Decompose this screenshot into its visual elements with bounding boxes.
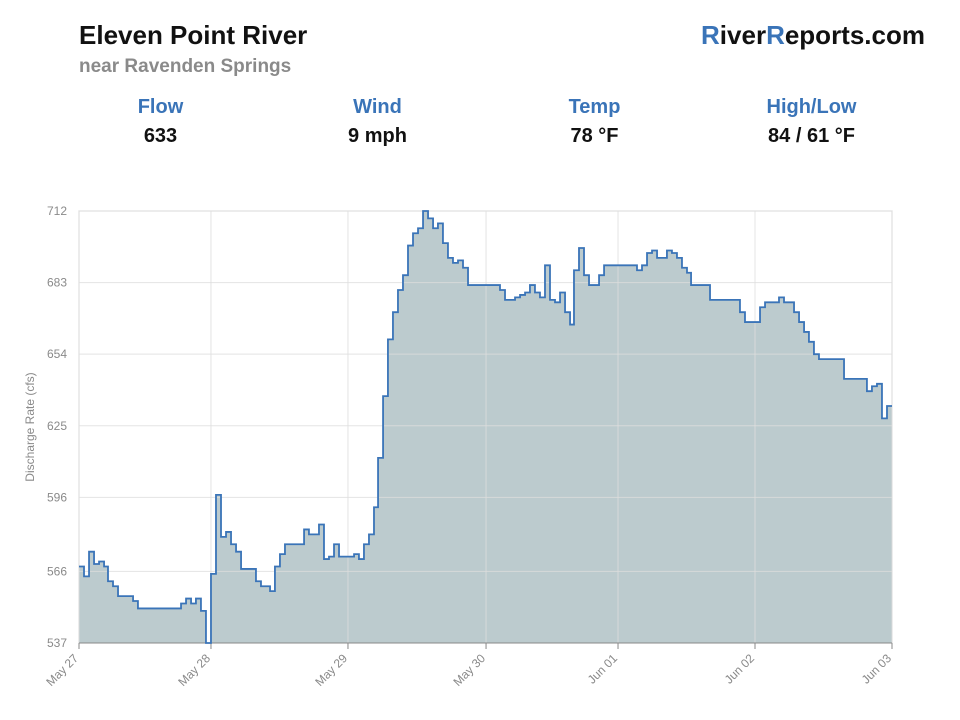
logo-part: R (766, 20, 785, 50)
stat: High/Low 84 / 61 °F (703, 96, 920, 148)
title: Eleven Point River (79, 20, 308, 50)
logo-part: R (701, 20, 720, 50)
stat: Wind 9 mph (269, 96, 486, 148)
x-tick-label: Jun 03 (859, 651, 895, 687)
x-tick-label: May 29 (312, 651, 350, 689)
stat: Temp 78 °F (486, 96, 703, 148)
stat-value: 633 (143, 125, 178, 147)
area (79, 211, 892, 643)
x-tick-label: May 28 (175, 651, 213, 689)
stat-label: Wind (353, 96, 402, 118)
stat-label: Temp (568, 96, 621, 118)
logo[interactable]: RiverReports.com (701, 20, 925, 51)
logo-part: eports.com (784, 20, 925, 50)
stat-value: 84 / 61 °F (768, 125, 855, 147)
stat-label: High/Low (766, 96, 857, 118)
y-tick-label: 537 (47, 636, 67, 650)
x-tick-label: May 30 (450, 651, 488, 689)
stat-value: 78 °F (570, 125, 619, 147)
x-tick-label: Jun 02 (722, 651, 758, 687)
y-axis-label: Discharge Rate (cfs) (23, 372, 37, 481)
stats: Flow 633 Wind 9 mph Temp 78 °F High/Low 84 / 61… (52, 96, 920, 148)
subtitle: near Ravenden Springs (79, 56, 292, 77)
y-tick-label: 654 (47, 347, 67, 361)
y-tick-label: 625 (47, 419, 67, 433)
stat: Flow 633 (52, 96, 269, 148)
x-tick-label: May 27 (43, 651, 81, 689)
y-tick-label: 566 (47, 564, 67, 578)
y-tick-label: 596 (47, 490, 67, 504)
y-tick-label: 712 (47, 204, 67, 218)
stat-label: Flow (137, 96, 184, 118)
stat-value: 9 mph (348, 125, 407, 147)
logo-part: iver (719, 20, 767, 50)
line (79, 210, 892, 644)
y-tick-label: 683 (47, 276, 67, 290)
x-tick-label: Jun 01 (585, 651, 621, 687)
